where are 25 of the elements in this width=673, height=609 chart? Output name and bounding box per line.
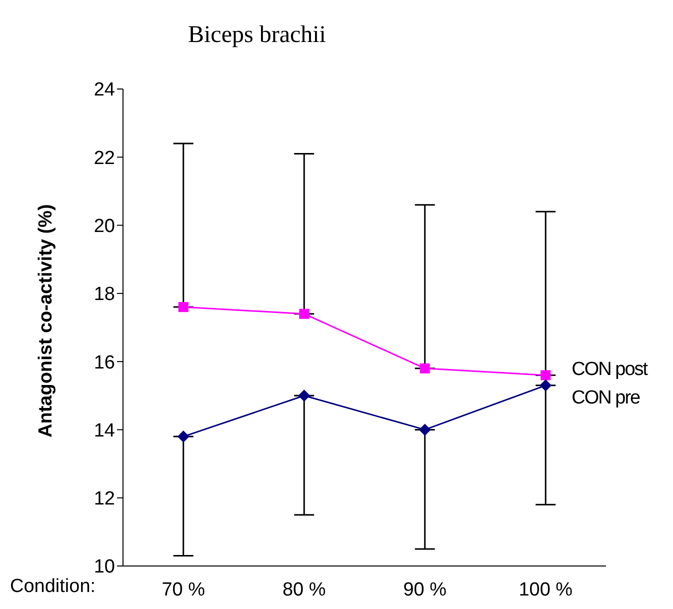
x-tick-label: 90 % [403,579,447,600]
chart-title: Biceps brachii [188,22,326,49]
point [298,390,310,402]
y-tick-label: 18 [94,284,115,306]
y-tick-label: 24 [94,80,116,101]
x-tick-label: 80 % [282,579,326,600]
x-tick-label: 100 % [518,579,573,600]
point [177,430,190,443]
y-tick-label: 22 [94,148,115,169]
x-axis-title: Condition: [10,576,96,598]
point [540,370,551,380]
point [178,302,188,312]
y-tick-label: 10 [94,556,115,578]
series-label: CON pre [572,387,640,408]
y-tick-label: 16 [94,352,115,374]
y-tick-label: 14 [94,420,116,442]
y-tick-label: 12 [94,488,115,510]
x-tick-label: 70 % [162,579,206,600]
point [540,379,552,392]
point [299,308,310,319]
y-axis-title: Antagonist co-activity (%) [36,204,57,438]
y-tick-label: 20 [94,216,115,238]
point [420,363,430,374]
series-label: CON post [572,359,649,380]
point [418,424,431,436]
